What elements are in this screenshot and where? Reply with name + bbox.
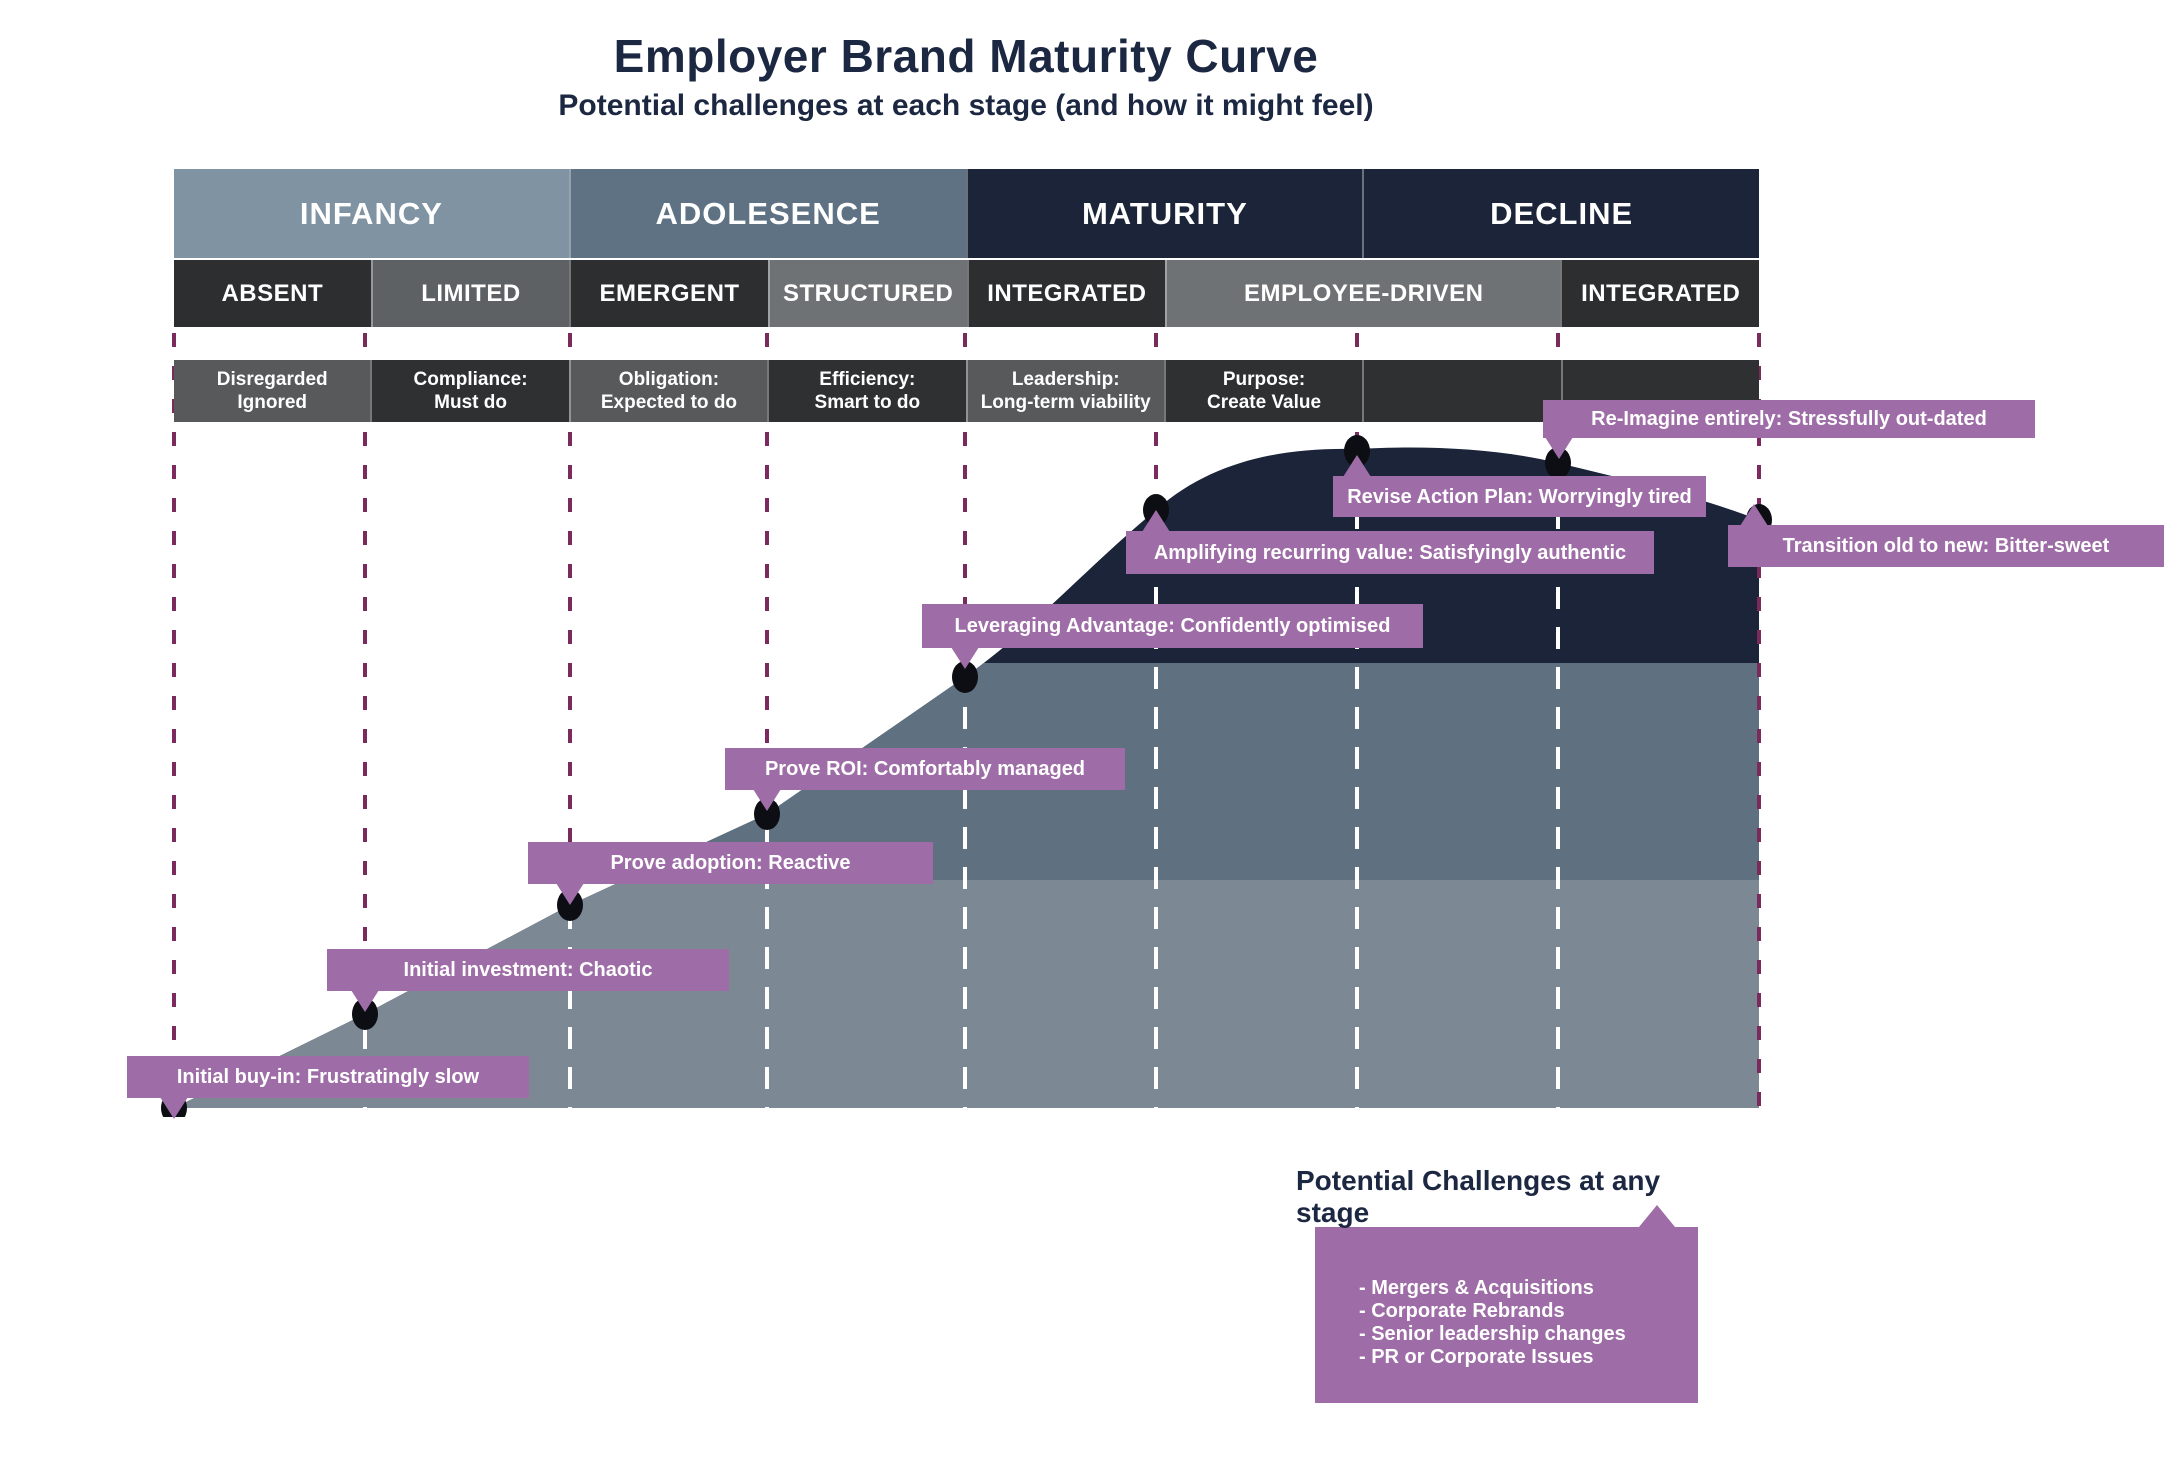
any-stage-pointer-up-icon bbox=[1639, 1205, 1675, 1227]
milestone-dot bbox=[952, 661, 978, 693]
callout-pointer-up-icon bbox=[1343, 455, 1371, 477]
any-stage-item: - Senior leadership changes bbox=[1359, 1323, 1626, 1345]
stage-label: DECLINE bbox=[1490, 195, 1634, 231]
driver-cell-compliance: Compliance: Must do bbox=[370, 360, 569, 422]
driver-header-row: Disregarded Ignored Compliance: Must do … bbox=[174, 360, 1759, 422]
any-stage-heading: Potential Challenges at any stage bbox=[1296, 1165, 1661, 1228]
level-cell-absent: ABSENT bbox=[174, 260, 371, 327]
driver-cell-efficiency: Efficiency: Smart to do bbox=[767, 360, 966, 422]
callout-revise-action-plan: Revise Action Plan: Worryingly tired bbox=[1333, 455, 1706, 517]
level-header-row: ABSENT LIMITED EMERGENT STRUCTURED INTEG… bbox=[174, 260, 1759, 327]
driver-line2: Must do bbox=[434, 392, 507, 413]
driver-cell-disregarded: Disregarded Ignored bbox=[174, 360, 371, 422]
page-subtitle: Potential challenges at each stage (and … bbox=[558, 89, 1374, 122]
callout-pointer-down-icon bbox=[351, 990, 379, 1012]
callout-pointer-up-icon bbox=[1740, 504, 1768, 526]
callout-pointer-up-icon bbox=[1142, 510, 1170, 532]
driver-line1: Efficiency: bbox=[819, 369, 916, 390]
callout-text: Revise Action Plan: Worryingly tired bbox=[1347, 485, 1692, 508]
maturity-curve-chart bbox=[161, 333, 1772, 1117]
level-cell-structured: STRUCTURED bbox=[767, 260, 967, 327]
level-cell-integrated: INTEGRATED bbox=[966, 260, 1166, 327]
callout-pointer-down-icon bbox=[1545, 437, 1573, 459]
stage-label: MATURITY bbox=[1081, 195, 1248, 231]
driver-line2: Create Value bbox=[1207, 392, 1322, 413]
driver-line1: Purpose: bbox=[1222, 369, 1306, 390]
stage-label: ADOLESENCE bbox=[655, 195, 881, 231]
callout-transition: Transition old to new: Bitter-sweet bbox=[1728, 504, 2164, 567]
level-label: STRUCTURED bbox=[783, 279, 954, 307]
callout-pointer-down-icon bbox=[160, 1097, 188, 1119]
driver-line2: Ignored bbox=[237, 392, 308, 413]
callout-text: Initial investment: Chaotic bbox=[403, 959, 653, 981]
driver-cell-empty-1 bbox=[1362, 360, 1561, 422]
callout-text: Transition old to new: Bitter-sweet bbox=[1782, 535, 2110, 557]
callout-prove-adoption: Prove adoption: Reactive bbox=[528, 842, 933, 905]
driver-cell-purpose: Purpose: Create Value bbox=[1163, 360, 1363, 422]
driver-cell-obligation: Obligation: Expected to do bbox=[568, 360, 768, 422]
any-stage-item: - Corporate Rebrands bbox=[1359, 1300, 1565, 1322]
any-stage-box: - Mergers & Acquisitions - Corporate Reb… bbox=[1315, 1205, 1698, 1403]
driver-line1: Compliance: bbox=[413, 369, 528, 390]
driver-line2: Long-term viability bbox=[980, 392, 1151, 413]
stage-cell-maturity: MATURITY bbox=[965, 169, 1363, 258]
callout-leveraging-advantage: Leveraging Advantage: Confidently optimi… bbox=[922, 604, 1423, 669]
callout-text: Initial buy-in: Frustratingly slow bbox=[176, 1066, 480, 1088]
driver-line1: Leadership: bbox=[1011, 369, 1120, 390]
callout-amplifying-value: Amplifying recurring value: Satisfyingly… bbox=[1126, 510, 1654, 574]
level-label: LIMITED bbox=[421, 279, 521, 307]
callout-pointer-down-icon bbox=[753, 789, 781, 811]
stage-label: INFANCY bbox=[299, 195, 443, 231]
callout-text: Prove ROI: Comfortably managed bbox=[764, 758, 1086, 780]
driver-line2: Expected to do bbox=[600, 392, 738, 413]
driver-line1: Obligation: bbox=[618, 369, 720, 390]
level-label: INTEGRATED bbox=[1581, 279, 1741, 307]
level-cell-emergent: EMERGENT bbox=[569, 260, 768, 327]
level-cell-limited: LIMITED bbox=[370, 260, 570, 327]
title-block: Employer Brand Maturity Curve Potential … bbox=[166, 30, 1766, 126]
level-cell-employee-driven: EMPLOYEE-DRIVEN bbox=[1165, 260, 1561, 327]
any-stage-list: - Mergers & Acquisitions - Corporate Reb… bbox=[1359, 1277, 1626, 1369]
callout-prove-roi: Prove ROI: Comfortably managed bbox=[725, 748, 1125, 811]
level-label: ABSENT bbox=[221, 279, 324, 307]
driver-line2: Smart to do bbox=[814, 392, 921, 413]
level-cell-integrated-2: INTEGRATED bbox=[1560, 260, 1759, 327]
level-label: INTEGRATED bbox=[987, 279, 1147, 307]
callout-pointer-down-icon bbox=[951, 647, 979, 669]
any-stage-item: - Mergers & Acquisitions bbox=[1359, 1277, 1594, 1299]
driver-cell-leadership: Leadership: Long-term viability bbox=[965, 360, 1164, 422]
any-stage-item: - PR or Corporate Issues bbox=[1359, 1346, 1594, 1368]
callout-text: Amplifying recurring value: Satisfyingly… bbox=[1153, 541, 1627, 564]
stage-cell-infancy: INFANCY bbox=[174, 169, 569, 258]
level-label: EMERGENT bbox=[599, 279, 740, 307]
callout-initial-buy-in: Initial buy-in: Frustratingly slow bbox=[127, 1056, 529, 1119]
stage-header-row: INFANCY ADOLESENCE MATURITY DECLINE bbox=[174, 169, 1759, 258]
stage-cell-decline: DECLINE bbox=[1362, 169, 1759, 258]
callout-pointer-down-icon bbox=[556, 883, 584, 905]
callout-text: Prove adoption: Reactive bbox=[610, 852, 851, 874]
driver-line1: Disregarded bbox=[216, 369, 328, 390]
callout-reimagine: Re-Imagine entirely: Stressfully out-dat… bbox=[1543, 400, 2035, 459]
level-label: EMPLOYEE-DRIVEN bbox=[1243, 279, 1484, 307]
callout-text: Re-Imagine entirely: Stressfully out-dat… bbox=[1591, 408, 1987, 430]
callout-text: Leveraging Advantage: Confidently optimi… bbox=[954, 615, 1391, 637]
page-title: Employer Brand Maturity Curve bbox=[613, 30, 1319, 82]
stage-cell-adolesence: ADOLESENCE bbox=[568, 169, 966, 258]
callout-initial-investment: Initial investment: Chaotic bbox=[327, 949, 729, 1012]
